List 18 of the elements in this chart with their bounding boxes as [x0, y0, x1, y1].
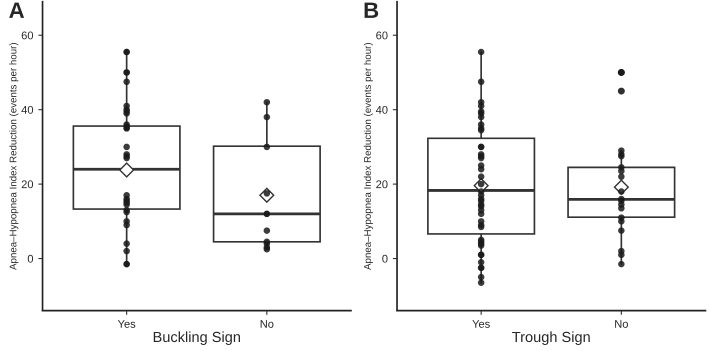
x-tick-label: Yes [472, 320, 490, 328]
y-tick-label: 40 [21, 106, 34, 114]
y-tick-label: 20 [376, 180, 388, 188]
y-tick-label: 40 [376, 106, 388, 114]
x-tick-label: No [260, 320, 274, 328]
y-tick-label: 60 [376, 32, 388, 40]
y-tick-label: 60 [22, 32, 34, 40]
y-tick-label: 0 [28, 254, 34, 263]
x-axis-title: Buckling Sign [154, 331, 240, 346]
y-axis-title: Apnea–Hypopnea Index Reduction (events per hour) [9, 43, 18, 270]
x-tick-label: Yes [118, 320, 136, 328]
x-tick-label: No [615, 320, 628, 328]
y-axis-title: Apnea–Hypopnea Index Reduction (events per hour) [364, 43, 373, 270]
x-axis-title: Trough Sign [512, 331, 590, 346]
y-tick-label: 0 [382, 254, 388, 263]
chart-title: A [9, 2, 24, 18]
y-tick-label: 20 [22, 180, 34, 188]
chart-title: B [364, 2, 378, 18]
